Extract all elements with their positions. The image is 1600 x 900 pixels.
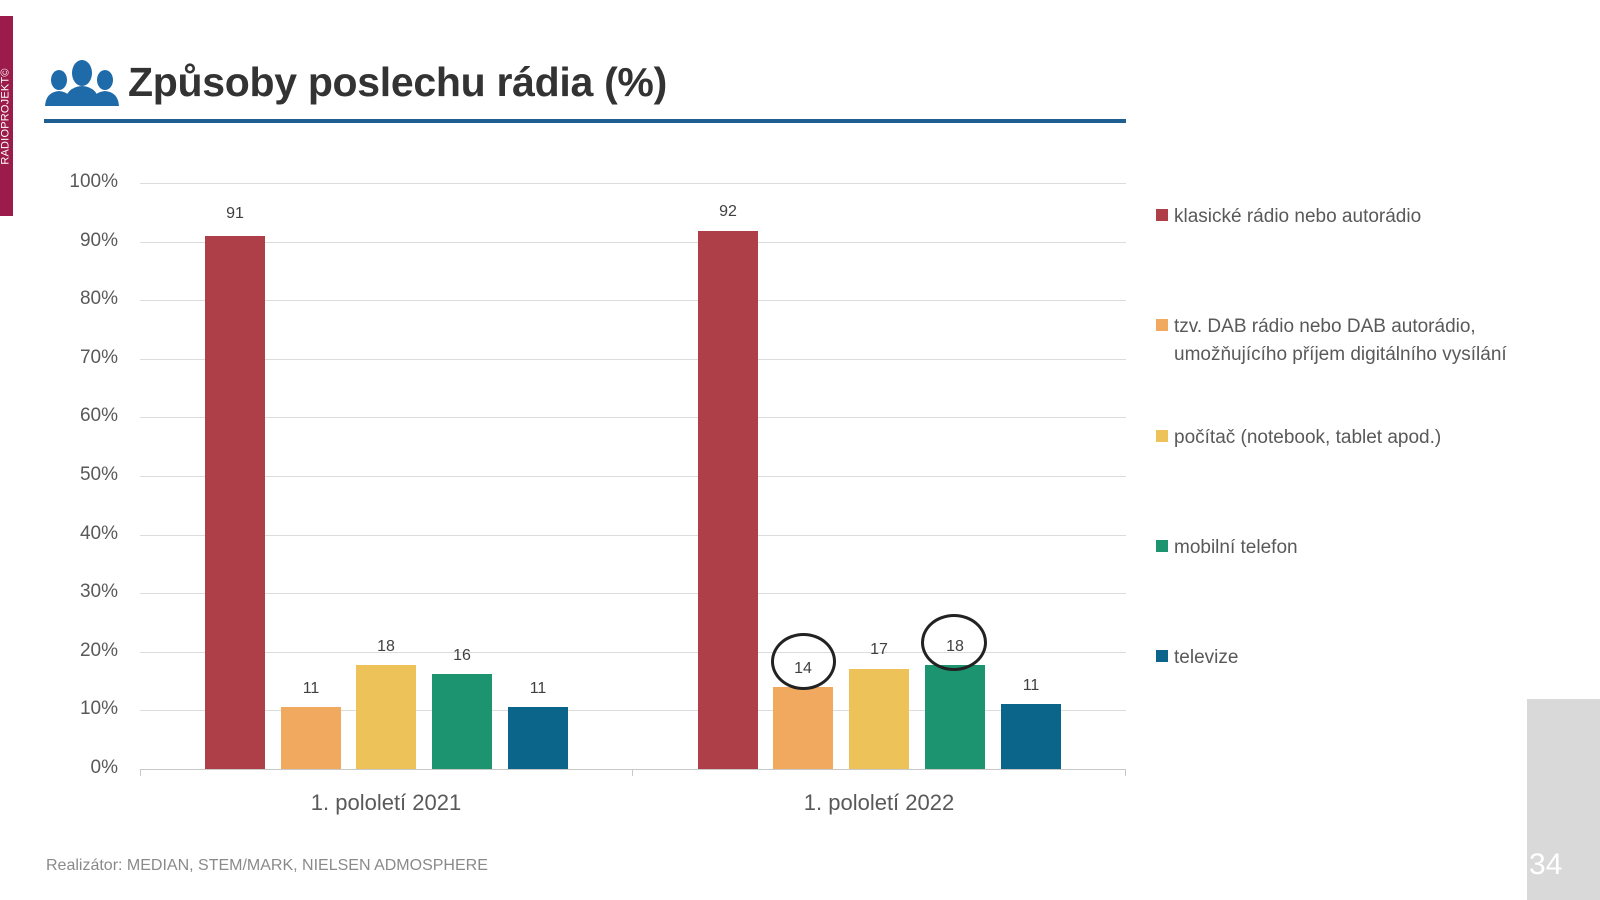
legend-label: tzv. DAB rádio nebo DAB autorádio, umožň… — [1174, 316, 1507, 365]
gridline-30 — [140, 593, 1126, 594]
page-title: Způsoby poslechu rádia (%) — [128, 58, 667, 105]
legend-label: klasické rádio nebo autorádio — [1174, 206, 1422, 227]
y-tick-label: 50% — [79, 464, 118, 485]
bar-2022-klasicke-radio — [698, 231, 758, 769]
gridline-50 — [140, 476, 1126, 477]
legend-swatch — [1156, 540, 1168, 552]
gridline-10 — [140, 710, 1126, 711]
legend-item: počítač (notebook, tablet apod.) — [1156, 424, 1516, 452]
gridline-20 — [140, 652, 1126, 653]
bar-value-label: 92 — [719, 203, 737, 220]
slide-header: Způsoby poslechu rádia (%) — [44, 56, 667, 108]
y-tick-label: 70% — [79, 347, 118, 368]
y-tick-label: 20% — [79, 640, 118, 661]
gridline-100 — [140, 183, 1126, 184]
y-tick-label: 100% — [69, 171, 118, 192]
legend-item: tzv. DAB rádio nebo DAB autorádio, umožň… — [1156, 313, 1516, 369]
bar-2021-dab-radio — [281, 707, 341, 769]
legend-item: mobilní telefon — [1156, 534, 1516, 562]
bar-2021-pocitac — [356, 665, 416, 769]
bar-2022-televize — [1001, 704, 1061, 769]
gridline-60 — [140, 417, 1126, 418]
gridline-40 — [140, 535, 1126, 536]
bar-value-label: 16 — [453, 647, 471, 664]
bar-2021-klasicke-radio — [205, 236, 265, 769]
x-category-label: 1. pololetí 2021 — [310, 790, 462, 815]
bar-2022-dab-radio — [773, 687, 833, 769]
legend-label: mobilní telefon — [1174, 537, 1298, 558]
x-axis — [140, 769, 1126, 770]
x-axis-tick — [632, 769, 633, 776]
legend-label: počítač (notebook, tablet apod.) — [1174, 427, 1442, 448]
y-tick-label: 10% — [79, 698, 118, 719]
page-number-box — [1527, 699, 1600, 900]
highlight-circle-dab-2022 — [771, 633, 836, 690]
title-underline — [44, 119, 1126, 123]
y-tick-label: 0% — [90, 757, 118, 778]
highlight-circle-mobile-2022 — [921, 614, 987, 671]
x-axis-tick — [1125, 769, 1126, 776]
bar-value-label: 11 — [529, 680, 547, 697]
bar-2022-pocitac — [849, 669, 909, 769]
bar-value-label: 11 — [1022, 677, 1040, 694]
bar-2021-mobilni-telefon — [432, 674, 492, 769]
bar-2021-televize — [508, 707, 568, 769]
legend-item: televize — [1156, 644, 1516, 672]
bar-value-label: 18 — [377, 638, 395, 655]
page-number: 34 — [1529, 848, 1563, 881]
legend-label: televize — [1174, 647, 1239, 668]
gridline-70 — [140, 359, 1126, 360]
x-axis-tick — [140, 769, 141, 776]
bar-2022-mobilni-telefon — [925, 665, 985, 769]
bar-value-label: 91 — [226, 205, 244, 222]
source-note: Realizátor: MEDIAN, STEM/MARK, NIELSEN A… — [46, 857, 488, 874]
legend-swatch — [1156, 319, 1168, 331]
people-group-icon — [45, 60, 119, 106]
legend-swatch — [1156, 209, 1168, 221]
gridline-90 — [140, 242, 1126, 243]
legend-swatch — [1156, 430, 1168, 442]
y-tick-label: 90% — [79, 230, 118, 251]
y-tick-label: 80% — [79, 288, 118, 309]
brand-strip — [0, 16, 13, 216]
legend-swatch — [1156, 650, 1168, 662]
x-category-label: 1. pololetí 2022 — [803, 790, 955, 815]
bar-value-label: 11 — [302, 680, 320, 697]
bar-value-label: 17 — [870, 641, 888, 658]
legend-item: klasické rádio nebo autorádio — [1156, 203, 1516, 231]
y-tick-label: 40% — [79, 523, 118, 544]
y-tick-label: 60% — [79, 405, 118, 426]
y-tick-label: 30% — [79, 581, 118, 602]
gridline-80 — [140, 300, 1126, 301]
